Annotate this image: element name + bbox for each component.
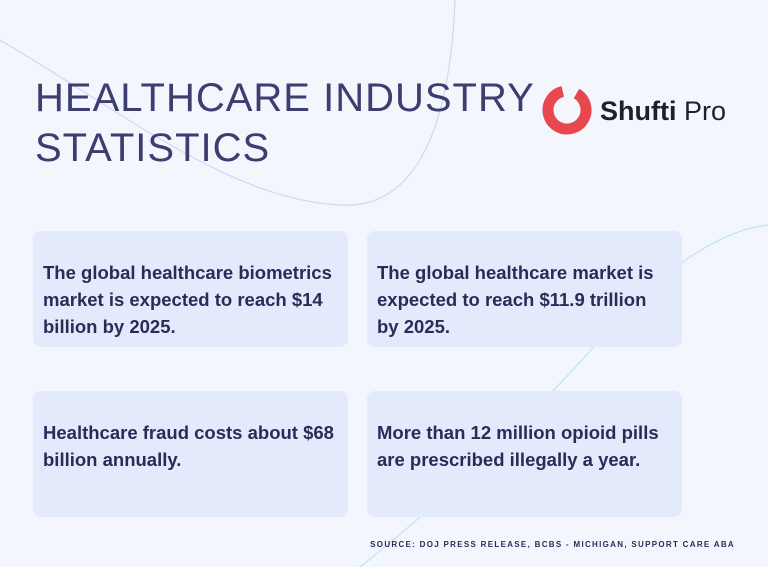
title-line: HEALTHCARE INDUSTRY <box>35 76 535 120</box>
source-note: SOURCE: DOJ PRESS RELEASE, BCBS - MICHIG… <box>370 540 735 549</box>
curve <box>0 0 456 206</box>
logo: Shufti Pro <box>540 82 740 138</box>
title-line: STATISTICS <box>35 126 271 170</box>
logo-secondary: Pro <box>684 96 727 126</box>
logo-primary: Shufti <box>600 96 677 126</box>
stat-card: The global healthcare biometrics market … <box>33 231 348 347</box>
stat-text: More than 12 million opioid pills are pr… <box>377 422 659 470</box>
logo-ring <box>542 85 592 135</box>
logo-icon <box>542 85 592 135</box>
stat-card: The global healthcare market is expected… <box>367 231 682 347</box>
logo-text: Shufti Pro <box>600 96 726 127</box>
stat-card: More than 12 million opioid pills are pr… <box>367 391 682 517</box>
stat-text: The global healthcare biometrics market … <box>43 262 332 337</box>
stat-text: The global healthcare market is expected… <box>377 262 654 337</box>
stat-card: Healthcare fraud costs about $68 billion… <box>33 391 348 517</box>
stat-text: Healthcare fraud costs about $68 billion… <box>43 422 334 470</box>
curve <box>359 224 768 567</box>
